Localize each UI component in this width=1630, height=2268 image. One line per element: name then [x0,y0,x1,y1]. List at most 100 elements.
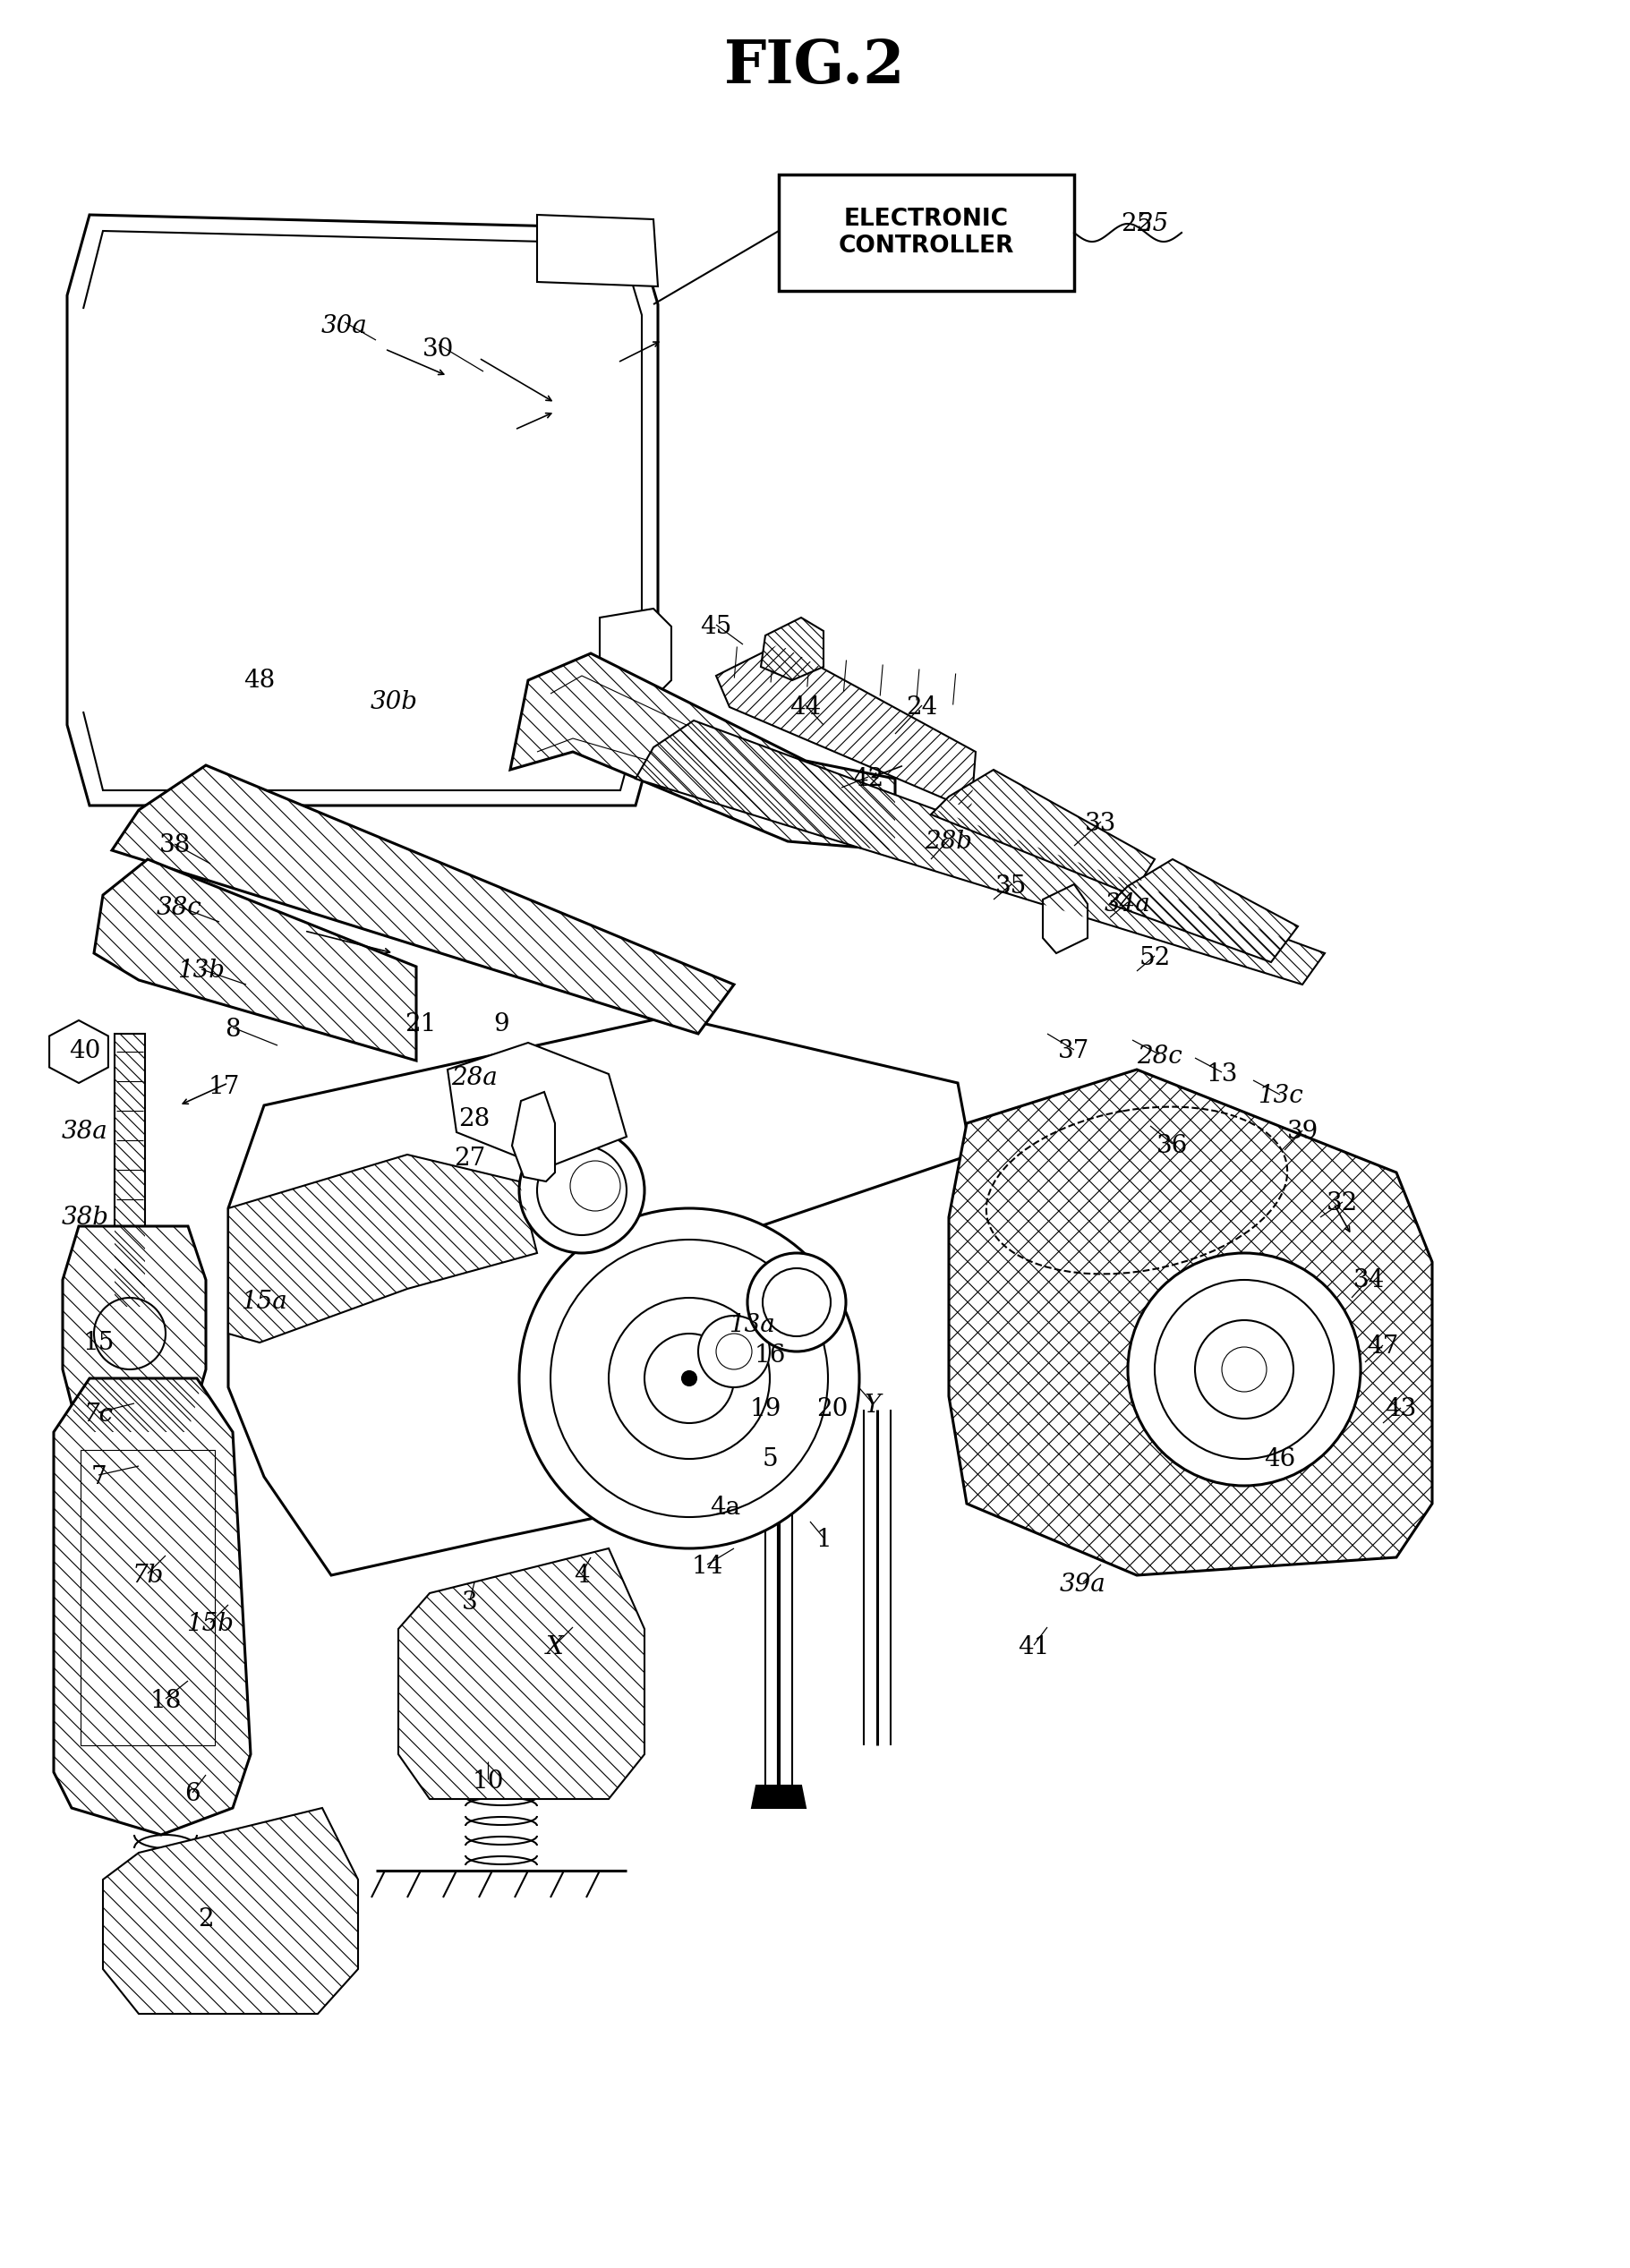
Polygon shape [67,215,659,805]
Polygon shape [949,1070,1433,1576]
Text: 17: 17 [209,1075,240,1100]
Text: 19: 19 [750,1397,781,1422]
Text: 36: 36 [1157,1134,1188,1157]
Polygon shape [103,1808,359,2014]
Text: 28b: 28b [926,830,973,853]
Text: 9: 9 [494,1014,509,1036]
Text: 38a: 38a [62,1120,108,1145]
Text: 46: 46 [1265,1447,1296,1472]
Text: X: X [546,1635,564,1658]
Text: 32: 32 [1327,1191,1358,1216]
Circle shape [608,1297,769,1458]
Circle shape [1128,1252,1361,1486]
Text: 33: 33 [1086,812,1117,835]
Text: 44: 44 [791,694,822,719]
Polygon shape [114,1034,145,1306]
Text: 34a: 34a [1105,891,1151,916]
Circle shape [698,1315,769,1388]
Text: 27: 27 [455,1148,486,1170]
Polygon shape [600,608,672,699]
Text: 15b: 15b [186,1613,235,1637]
Circle shape [551,1241,828,1517]
Polygon shape [54,1379,251,1835]
Text: 13: 13 [1206,1061,1237,1086]
FancyBboxPatch shape [779,175,1074,290]
Polygon shape [636,721,1325,984]
Text: 13c: 13c [1257,1084,1302,1109]
Text: FIG.2: FIG.2 [724,39,905,95]
Text: 4a: 4a [709,1497,740,1520]
Text: 43: 43 [1386,1397,1416,1422]
Text: 13b: 13b [178,959,225,984]
Circle shape [748,1252,846,1352]
Circle shape [763,1268,831,1336]
Circle shape [1154,1279,1333,1458]
Text: 18: 18 [150,1687,181,1712]
Polygon shape [716,644,976,810]
Text: 48: 48 [244,669,275,692]
Text: 30b: 30b [370,689,417,714]
Text: Y: Y [864,1393,880,1418]
Text: 28: 28 [458,1107,491,1132]
Text: 7c: 7c [83,1402,114,1427]
Circle shape [716,1334,751,1370]
Text: 28c: 28c [1136,1043,1182,1068]
Polygon shape [931,769,1154,896]
Polygon shape [448,1043,626,1168]
Circle shape [520,1209,859,1549]
Text: 39a: 39a [1060,1572,1107,1597]
Text: 15a: 15a [241,1290,287,1315]
Text: 15: 15 [83,1331,114,1354]
Text: 1: 1 [815,1526,831,1551]
Text: ELECTRONIC
CONTROLLER: ELECTRONIC CONTROLLER [838,209,1014,259]
Polygon shape [228,1154,536,1343]
Polygon shape [512,1091,554,1182]
Text: 5: 5 [761,1447,778,1472]
Text: 3: 3 [461,1590,478,1615]
Text: 24: 24 [906,694,937,719]
Text: 37: 37 [1058,1039,1090,1064]
Text: 21: 21 [404,1014,437,1036]
Text: 35: 35 [996,873,1027,898]
Text: 38c: 38c [156,896,202,921]
Text: 7: 7 [91,1465,106,1488]
Text: 25: 25 [1136,211,1169,236]
Polygon shape [536,215,659,286]
Circle shape [536,1145,626,1236]
Text: 13a: 13a [729,1313,774,1336]
Text: 47: 47 [1368,1336,1399,1359]
Polygon shape [1110,860,1297,962]
Text: 10: 10 [473,1769,504,1794]
Text: 16: 16 [755,1345,786,1368]
Text: 25: 25 [1121,211,1152,236]
Text: 45: 45 [701,615,732,640]
Circle shape [681,1372,696,1386]
Circle shape [570,1161,621,1211]
Polygon shape [1043,885,1087,953]
Text: 7b: 7b [132,1563,163,1588]
Polygon shape [95,860,416,1061]
Text: 2: 2 [197,1907,214,1932]
Polygon shape [398,1549,644,1799]
Polygon shape [751,1785,805,1808]
Polygon shape [228,1016,971,1576]
Text: 39: 39 [1286,1120,1319,1145]
Text: 30a: 30a [321,315,368,338]
Text: 52: 52 [1139,946,1170,971]
Circle shape [1195,1320,1294,1418]
Text: 8: 8 [225,1018,241,1041]
Circle shape [520,1127,644,1252]
Circle shape [644,1334,734,1422]
Text: 38b: 38b [62,1204,109,1229]
Text: 6: 6 [184,1783,200,1808]
Text: 14: 14 [691,1554,724,1579]
Polygon shape [62,1227,205,1431]
Text: 34: 34 [1355,1268,1386,1293]
Polygon shape [112,764,734,1034]
Polygon shape [761,617,823,680]
Polygon shape [49,1021,108,1084]
Text: 30: 30 [422,338,455,361]
Text: 28a: 28a [452,1066,497,1091]
Polygon shape [510,653,895,850]
Text: 40: 40 [68,1039,101,1064]
